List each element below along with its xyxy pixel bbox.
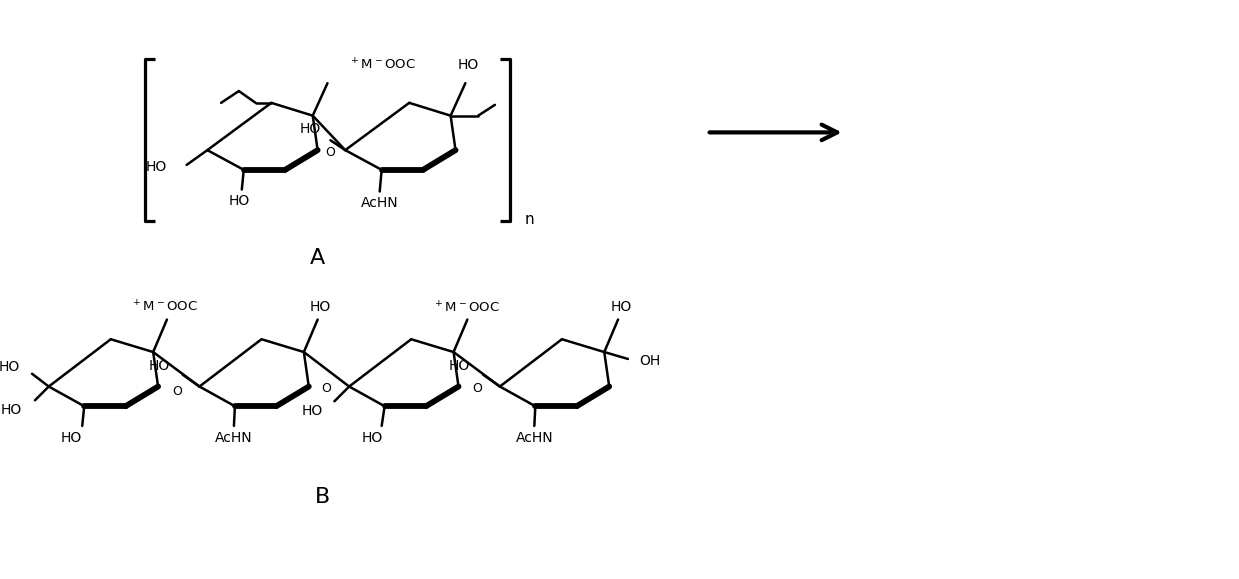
Text: O: O [172, 385, 182, 398]
Text: O: O [326, 145, 336, 159]
Text: HO: HO [310, 300, 331, 314]
Text: HO: HO [362, 431, 383, 445]
Text: B: B [315, 487, 331, 507]
Text: HO: HO [611, 300, 632, 314]
Text: HO: HO [1, 403, 22, 417]
Text: HO: HO [146, 160, 167, 174]
Text: AcHN: AcHN [361, 196, 399, 210]
Text: HO: HO [61, 431, 82, 445]
Text: HO: HO [0, 360, 20, 374]
Text: $^+$M$^-$OOC: $^+$M$^-$OOC [130, 299, 197, 314]
Text: AcHN: AcHN [515, 431, 553, 445]
Text: OH: OH [639, 354, 660, 368]
Text: $^+$M$^-$OOC: $^+$M$^-$OOC [349, 58, 416, 73]
Text: HO: HO [449, 359, 471, 373]
Text: n: n [524, 211, 534, 226]
Text: AcHN: AcHN [216, 431, 253, 445]
Text: O: O [472, 382, 482, 395]
Text: A: A [310, 248, 326, 269]
Text: HO: HO [228, 195, 249, 208]
Text: $^+$M$^-$OOC: $^+$M$^-$OOC [432, 300, 499, 316]
Text: HO: HO [301, 404, 322, 418]
Text: O: O [322, 382, 332, 395]
Text: HO: HO [300, 122, 321, 137]
Text: HO: HO [457, 58, 479, 72]
Text: HO: HO [149, 359, 170, 373]
